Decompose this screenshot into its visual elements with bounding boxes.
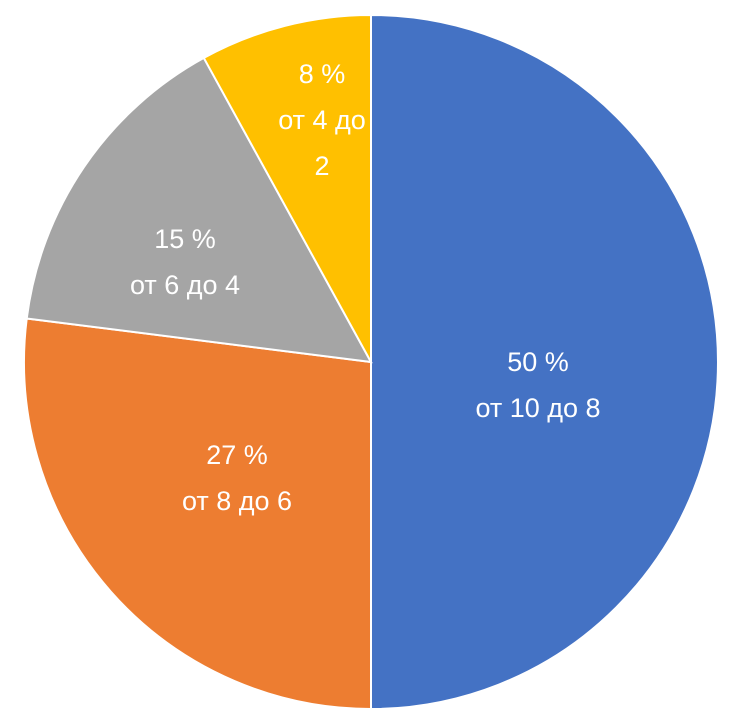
value-label: 15 %	[154, 224, 216, 254]
slice-label: 8 % от 4 до 2	[277, 51, 367, 189]
pie-slice	[25, 56, 373, 364]
slice-label: 15 % от 6 до 4	[35, 216, 335, 308]
category-label: от 8 до 6	[181, 486, 293, 516]
value-label: 50 %	[507, 347, 569, 377]
slice-label: 50 % от 10 до 8	[388, 339, 688, 431]
category-label: от 4 до 2	[278, 105, 366, 181]
value-label: 27 %	[206, 440, 268, 470]
category-label: от 6 до 4	[129, 270, 241, 300]
pie-slice	[370, 13, 719, 711]
pie-slice	[202, 13, 372, 363]
value-label: 8 %	[298, 59, 346, 89]
pie-slice	[23, 317, 372, 711]
category-label: от 10 до 8	[475, 393, 601, 423]
slice-label: 27 % от 8 до 6	[87, 432, 387, 524]
